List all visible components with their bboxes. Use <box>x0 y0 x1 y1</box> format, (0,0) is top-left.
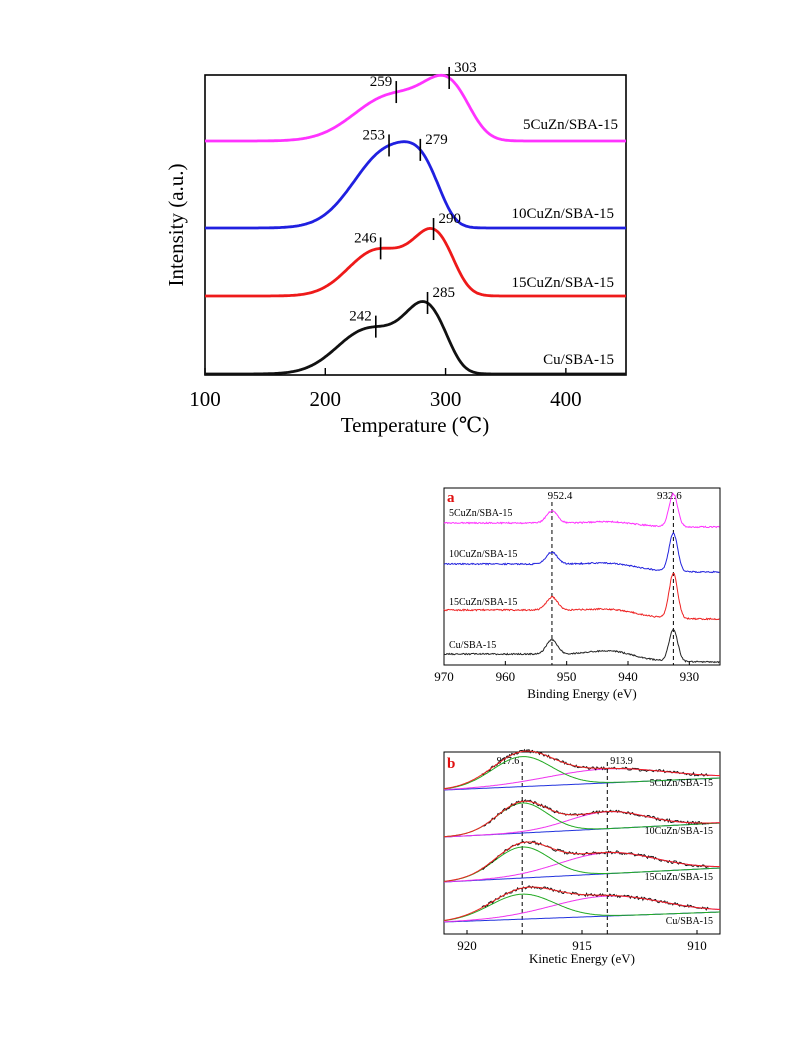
tpr-curve-5cuzn-sba-15 <box>204 73 627 143</box>
tpr-peak-label: 259 <box>370 74 393 90</box>
xps-b-panel-label: b <box>447 756 455 772</box>
xps-a-x-tick-label: 960 <box>496 669 516 684</box>
xps-a-reference-label: 932.6 <box>657 490 682 502</box>
xps-a-x-tick-label: 940 <box>618 669 638 684</box>
xps-a-series-label: 10CuZn/SBA-15 <box>449 549 517 560</box>
xps-a-plot-frame <box>443 487 721 666</box>
xps-b-reference-lines: 917.6 913.9 <box>497 756 633 934</box>
tpr-peak-label: 279 <box>425 132 448 148</box>
xps-a-x-axis-label: Binding Energy (eV) <box>527 686 637 701</box>
xps-b-raw-data <box>481 748 709 777</box>
tpr-peak-label: 285 <box>433 285 456 301</box>
xps-a-series-label: 5CuZn/SBA-15 <box>449 508 512 519</box>
xps-b-reference-label: 917.6 <box>497 756 520 767</box>
tpr-peak-markers: 259 303 253 279 246 290 242 285 <box>349 60 477 338</box>
xps-b-x-axis-label: Kinetic Energy (eV) <box>529 951 635 966</box>
xps-a-curve-cu-sba-15 <box>443 629 720 664</box>
xps-a-x-tick-label: 950 <box>557 669 577 684</box>
xps-a-series-label: Cu/SBA-15 <box>449 640 496 651</box>
xps-b-x-tick-label: 915 <box>572 938 592 953</box>
xps-b-fit-envelope <box>443 800 721 838</box>
xps-b-x-tick-label: 910 <box>687 938 707 953</box>
xps-a-curve-5cuzn-sba-15 <box>443 492 720 529</box>
tpr-series-label: 5CuZn/SBA-15 <box>523 117 618 133</box>
tpr-y-axis-label: Intensity (a.u.) <box>164 163 188 286</box>
xps-panel-b: b 920 915 910 917.6 913.9 5CuZn/SBA-15 10CuZ… <box>443 748 721 966</box>
tpr-series-label: 10CuZn/SBA-15 <box>511 206 614 222</box>
tpr-curve-cu-sba-15 <box>204 300 627 376</box>
tpr-x-ticks: 100 200 300 400 <box>189 368 582 411</box>
xps-b-fit-component-1 <box>443 893 720 922</box>
xps-b-fit-envelope <box>443 750 720 790</box>
tpr-chart: 100 200 300 400 5CuZn/SBA-15 10CuZn/SBA-15 15… <box>164 60 627 437</box>
xps-b-fit-envelope <box>443 886 721 921</box>
tpr-peak-label: 246 <box>354 230 377 246</box>
xps-a-reference-lines: 952.4 932.6 <box>548 490 682 665</box>
tpr-series-label: 15CuZn/SBA-15 <box>511 275 614 291</box>
tpr-peak-label: 242 <box>349 309 372 325</box>
xps-a-x-tick-label: 970 <box>434 669 454 684</box>
xps-b-fit-component-1 <box>443 846 721 882</box>
xps-a-x-ticks: 970 960 950 940 930 <box>434 661 699 684</box>
xps-a-curves: 5CuZn/SBA-15 10CuZn/SBA-15 15CuZn/SBA-15 Cu… <box>443 492 720 664</box>
xps-a-panel-label: a <box>447 490 455 506</box>
tpr-x-axis-label: Temperature (℃) <box>341 413 490 437</box>
xps-a-curve-15cuzn-sba-15 <box>443 572 720 621</box>
tpr-x-tick-label: 300 <box>430 387 462 411</box>
tpr-x-tick-label: 100 <box>189 387 221 411</box>
tpr-x-tick-label: 200 <box>310 387 342 411</box>
tpr-curve-10cuzn-sba-15 <box>204 140 627 230</box>
xps-b-series-label: 15CuZn/SBA-15 <box>645 872 713 883</box>
tpr-series-label: Cu/SBA-15 <box>543 352 614 368</box>
xps-a-reference-label: 952.4 <box>548 490 573 502</box>
tpr-peak-label: 303 <box>454 60 477 76</box>
xps-b-series-label: 10CuZn/SBA-15 <box>645 826 713 837</box>
xps-b-curves: 5CuZn/SBA-15 10CuZn/SBA-15 15CuZn/SBA-15 Cu… <box>443 748 721 927</box>
xps-a-series-label: 15CuZn/SBA-15 <box>449 597 517 608</box>
tpr-x-tick-label: 400 <box>550 387 582 411</box>
xps-b-x-tick-label: 920 <box>457 938 477 953</box>
xps-b-series-label: 5CuZn/SBA-15 <box>650 778 713 789</box>
xps-b-reference-label: 913.9 <box>610 756 633 767</box>
xps-b-x-ticks: 920 915 910 <box>457 930 707 953</box>
xps-b-raw-data <box>481 840 709 871</box>
tpr-curve-15cuzn-sba-15 <box>204 227 627 298</box>
tpr-peak-label: 253 <box>363 127 386 143</box>
xps-panel-a: a 970 960 950 940 930 952.4 932.6 5CuZn/SBA-1… <box>434 487 721 701</box>
tpr-peak-label: 290 <box>439 211 462 227</box>
xps-a-curve-10cuzn-sba-15 <box>443 532 720 574</box>
xps-b-fit-envelope <box>443 841 720 882</box>
xps-a-x-tick-label: 930 <box>680 669 700 684</box>
tpr-plot-frame <box>204 74 627 376</box>
tpr-curves: 5CuZn/SBA-15 10CuZn/SBA-15 15CuZn/SBA-15 Cu… <box>204 73 627 376</box>
xps-b-fit-component-1 <box>443 756 720 790</box>
xps-b-series-label: Cu/SBA-15 <box>666 916 713 927</box>
